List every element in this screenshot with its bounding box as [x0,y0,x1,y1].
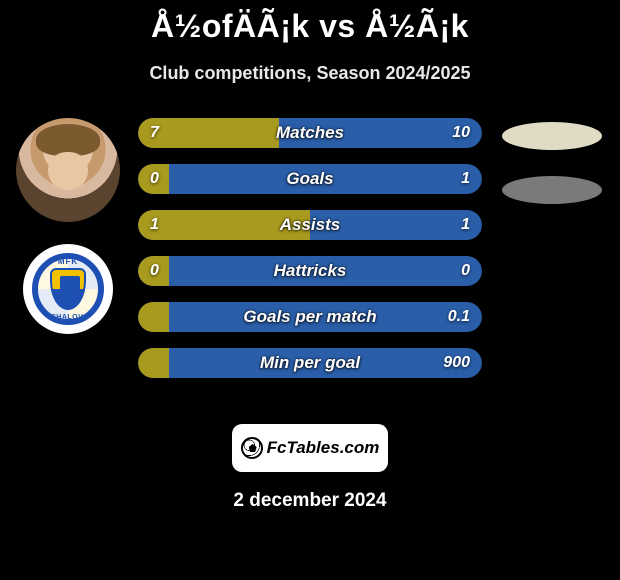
right-ellipse-2 [502,176,602,204]
stat-value-left: 0 [150,164,159,194]
club-badge: MFK MICHALOVCE [23,244,113,334]
stat-value-left: 7 [150,118,159,148]
stat-label: Goals per match [138,302,482,332]
stat-value-right: 10 [452,118,470,148]
stat-label: Hattricks [138,256,482,286]
comparison-region: MFK MICHALOVCE Matches710Goals01Assists1… [0,118,620,418]
stat-value-left: 0 [150,256,159,286]
stat-bars: Matches710Goals01Assists11Hattricks00Goa… [138,118,482,394]
stat-value-right: 0 [461,256,470,286]
stat-row: Assists1 1 [138,210,482,240]
stat-value-right: 900 [443,348,470,378]
stat-label: Min per goal [138,348,482,378]
stat-label: Goals [138,164,482,194]
stat-row: Min per goal900 [138,348,482,378]
site-badge[interactable]: FcTables.com [232,424,388,472]
club-badge-inner: MFK MICHALOVCE [32,253,104,325]
right-ellipse-1 [502,122,602,150]
stat-label: Assists [138,210,482,240]
stat-row: Goals0 1 [138,164,482,194]
club-badge-shield-icon [50,268,86,310]
site-badge-label: FcTables.com [267,438,380,458]
stat-value-right: 0.1 [448,302,470,332]
stat-value-right: 1 [461,210,470,240]
stat-row: Goals per match0.1 [138,302,482,332]
left-column: MFK MICHALOVCE [8,118,128,334]
stat-row: Matches7 10 [138,118,482,148]
stat-value-right: 1 [461,164,470,194]
soccer-ball-icon [241,437,263,459]
club-badge-text-bottom: MICHALOVCE [42,314,94,321]
page-subtitle: Club competitions, Season 2024/2025 [0,63,620,84]
stat-label: Matches [138,118,482,148]
club-badge-text-top: MFK [58,257,78,266]
footer-date: 2 december 2024 [0,490,620,512]
stat-row: Hattricks0 0 [138,256,482,286]
page-title: Å½ofÄÃ¡k vs Å½Ã¡k [0,0,620,45]
player-photo [16,118,120,222]
stat-value-left: 1 [150,210,159,240]
right-column [496,122,608,204]
